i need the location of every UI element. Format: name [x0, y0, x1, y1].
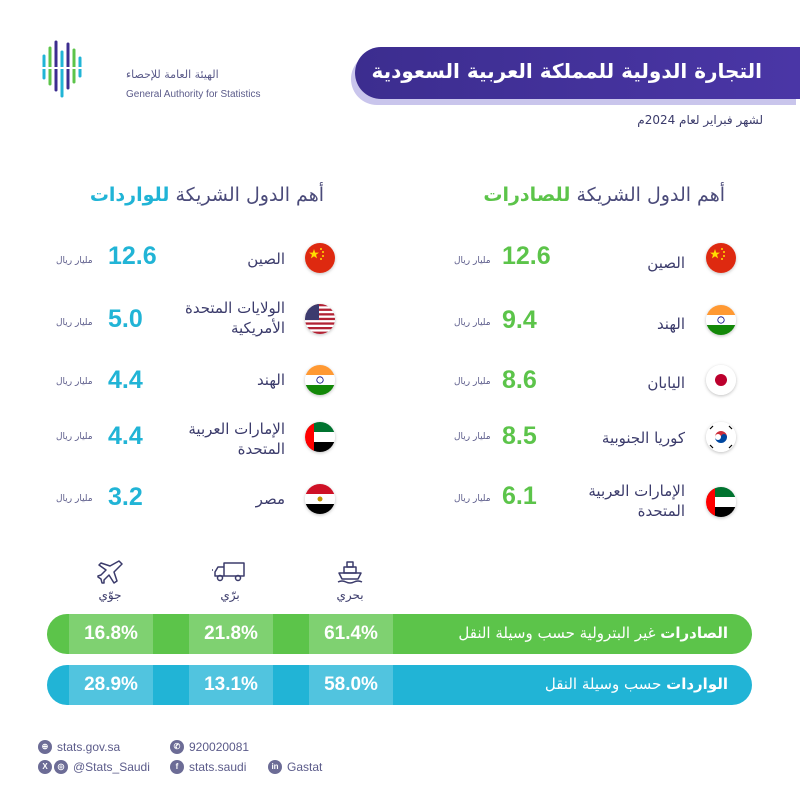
- china-flag-icon: [706, 243, 736, 273]
- import-country: الإمارات العربية المتحدة: [188, 420, 285, 458]
- import-country: الهند: [256, 371, 285, 389]
- export-value: 6.1: [502, 482, 537, 510]
- export-value: 8.5: [502, 422, 537, 450]
- india-flag-icon: [305, 365, 335, 395]
- footer-website[interactable]: ⊕ stats.gov.sa: [38, 740, 120, 754]
- export-unit: مليار ريال: [454, 494, 491, 504]
- truck-icon: [212, 562, 245, 582]
- uae-flag-icon: [305, 422, 335, 452]
- footer-twitter-text: @Stats_Saudi: [73, 760, 150, 774]
- import-value: 3.2: [108, 483, 143, 511]
- phone-icon: ✆: [170, 740, 184, 754]
- transport-land-label: برّي: [220, 588, 240, 602]
- export-value: 12.6: [502, 242, 551, 270]
- china-flag-icon: [305, 243, 335, 273]
- india-flag-icon: [706, 305, 736, 335]
- export-country: الصين: [647, 254, 685, 272]
- imports-sea-pct: 58.0%: [309, 665, 393, 705]
- org-name-en: General Authority for Statistics: [126, 89, 261, 100]
- imports-heading-bold: للواردات: [89, 184, 170, 206]
- footer-phone[interactable]: ✆ 920020081: [170, 740, 249, 754]
- import-value: 5.0: [108, 305, 143, 333]
- exports-air-pct: 16.8%: [69, 614, 153, 654]
- exports-transport-bar: الصادرات غير البترولية حسب وسيلة النقل 6…: [47, 614, 752, 654]
- instagram-icon: ◎: [54, 760, 68, 774]
- footer-linkedin[interactable]: in Gastat: [268, 760, 322, 774]
- import-country: مصر: [255, 490, 285, 508]
- imports-heading: أهم الدول الشريكة للواردات: [90, 184, 324, 206]
- import-value: 4.4: [108, 366, 143, 394]
- export-country: الهند: [656, 315, 685, 333]
- export-country: الإمارات العربية المتحدة: [588, 482, 685, 520]
- transport-land: برّي: [200, 558, 260, 602]
- exports-heading: أهم الدول الشريكة للصادرات: [483, 184, 725, 206]
- ship-icon: [337, 561, 363, 584]
- org-name-ar: الهيئة العامة للإحصاء: [126, 68, 219, 81]
- page-title: التجارة الدولية للمملكة العربية السعودية: [371, 59, 762, 83]
- egypt-flag-icon: [305, 484, 335, 514]
- export-value: 8.6: [502, 366, 537, 394]
- page-subtitle: لشهر فبراير لعام 2024م: [637, 113, 763, 127]
- import-unit: مليار ريال: [56, 377, 93, 387]
- imports-heading-prefix: أهم الدول الشريكة: [175, 184, 324, 206]
- korea-flag-icon: [706, 422, 736, 452]
- x-icon: X: [38, 760, 52, 774]
- linkedin-icon: in: [268, 760, 282, 774]
- footer-linkedin-text: Gastat: [287, 760, 323, 774]
- import-value: 4.4: [108, 422, 143, 450]
- imports-transport-label-bold: الواردات: [666, 675, 728, 693]
- import-unit: مليار ريال: [56, 432, 93, 442]
- footer-twitter[interactable]: X ◎ @Stats_Saudi: [38, 760, 150, 774]
- imports-transport-bar: الواردات حسب وسيلة النقل 58.0% 13.1% 28.…: [47, 665, 752, 705]
- import-unit: مليار ريال: [56, 494, 93, 504]
- imports-transport-label-rest: حسب وسيلة النقل: [544, 675, 662, 693]
- exports-heading-prefix: أهم الدول الشريكة: [576, 184, 725, 206]
- japan-flag-icon: [706, 365, 736, 395]
- export-country: كوريا الجنوبية: [601, 429, 685, 447]
- export-unit: مليار ريال: [454, 432, 491, 442]
- exports-land-pct: 21.8%: [189, 614, 273, 654]
- import-value: 12.6: [108, 242, 157, 270]
- export-value: 9.4: [502, 306, 537, 334]
- export-unit: مليار ريال: [454, 318, 491, 328]
- airplane-icon: [97, 560, 123, 584]
- exports-transport-label-bold: الصادرات: [660, 624, 728, 642]
- export-country: اليابان: [647, 374, 685, 392]
- facebook-icon: f: [170, 760, 184, 774]
- import-unit: مليار ريال: [56, 318, 93, 328]
- imports-land-pct: 13.1%: [189, 665, 273, 705]
- transport-sea: بحري: [320, 558, 380, 602]
- import-country: الصين: [247, 250, 285, 268]
- transport-air: جوّي: [80, 558, 140, 602]
- gastat-logo: الهيئة العامة للإحصاء General Authority …: [38, 38, 261, 106]
- export-unit: مليار ريال: [454, 256, 491, 266]
- title-banner: التجارة الدولية للمملكة العربية السعودية: [355, 47, 800, 99]
- footer-facebook-text: stats.saudi: [189, 760, 247, 774]
- exports-transport-label: الصادرات غير البترولية حسب وسيلة النقل: [458, 624, 728, 642]
- exports-sea-pct: 61.4%: [309, 614, 393, 654]
- exports-heading-bold: للصادرات: [483, 184, 571, 206]
- imports-transport-label: الواردات حسب وسيلة النقل: [545, 675, 728, 693]
- transport-air-label: جوّي: [98, 588, 122, 602]
- footer-phone-text: 920020081: [189, 740, 250, 754]
- globe-icon: ⊕: [38, 740, 52, 754]
- gastat-logo-mark: [39, 40, 85, 98]
- export-unit: مليار ريال: [454, 377, 491, 387]
- footer-facebook[interactable]: f stats.saudi: [170, 760, 246, 774]
- imports-air-pct: 28.9%: [69, 665, 153, 705]
- exports-transport-label-rest: غير البترولية حسب وسيلة النقل: [458, 624, 656, 642]
- usa-flag-icon: [305, 304, 335, 334]
- transport-sea-label: بحري: [336, 588, 364, 602]
- import-unit: مليار ريال: [56, 256, 93, 266]
- uae-flag-icon: [706, 487, 736, 517]
- import-country: الولايات المتحدة الأمريكية: [184, 299, 285, 337]
- footer-website-text: stats.gov.sa: [57, 740, 121, 754]
